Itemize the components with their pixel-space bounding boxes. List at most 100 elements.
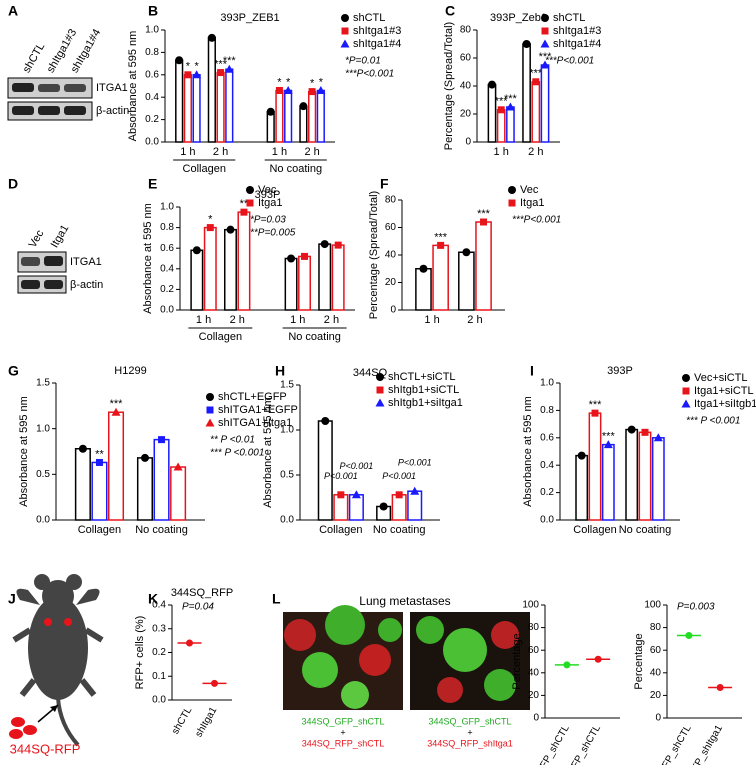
legend-label: shItga1#3: [553, 25, 601, 37]
y-tick-label: 0.2: [160, 284, 174, 295]
bar: [318, 243, 332, 311]
mean-dot: [685, 632, 693, 640]
lane-label: shCTL: [21, 41, 48, 75]
y-tick-label: 0.0: [160, 305, 174, 316]
y-tick-label: 20: [460, 109, 472, 120]
y-tick-label: 40: [385, 250, 397, 261]
y-axis-label: Absorbance at 595 nm: [142, 203, 154, 314]
legend-marker: [682, 387, 690, 395]
legend-marker: [682, 374, 690, 382]
chart: 0 20 40 60 80 393P_Zeb1 Percentage (Spread/Tot…: [443, 12, 601, 158]
mean-marker: [351, 490, 361, 499]
y-tick-label: 0.4: [160, 263, 174, 274]
mean-marker: [653, 433, 663, 442]
chart: 0.0 0.2 0.4 0.6 0.8 1.0 393P Absorbance at 595 …: [522, 365, 756, 536]
bar: [136, 457, 154, 521]
band-label: ITGA1: [70, 256, 102, 268]
legend-label: Itga1+siCTL: [694, 385, 754, 397]
x-tick-label: 1 h: [180, 146, 195, 158]
bar: [175, 59, 184, 143]
bar: [458, 251, 475, 311]
panel-letter: J: [8, 591, 16, 607]
bar: [225, 68, 234, 143]
x-tick-label: 2 h: [304, 146, 319, 158]
y-tick-label: 0.2: [152, 647, 166, 658]
band-label: β-actin: [70, 279, 103, 291]
y-tick-label: 0.6: [540, 432, 554, 443]
x-tick-label: No coating: [619, 524, 672, 536]
mean-marker: [603, 440, 613, 449]
y-tick-label: 0.6: [145, 69, 159, 80]
lane-label: Vec: [27, 228, 47, 250]
y-tick-label: 80: [528, 622, 540, 633]
legend-label: Itga1: [520, 197, 544, 209]
mean-marker: [95, 458, 103, 466]
bar: [540, 64, 550, 143]
mean-marker: [480, 218, 488, 226]
y-axis-label: Absorbance at 595 nm: [18, 396, 30, 507]
mean-marker: [320, 240, 329, 249]
x-tick-label: GFP_shCTL: [534, 723, 572, 765]
significance-label: ***: [495, 96, 509, 108]
y-tick-label: 20: [650, 690, 662, 701]
legend-label: Itga1+siItgb1: [694, 398, 756, 410]
bar: [74, 448, 91, 521]
bar: [284, 257, 298, 311]
x-tick-label: No coating: [135, 524, 188, 536]
mean-marker: [487, 80, 496, 89]
y-tick-label: 0.4: [152, 600, 166, 611]
mean-marker: [540, 60, 550, 69]
mean-marker: [78, 444, 87, 453]
y-tick-label: 0.0: [152, 695, 166, 706]
significance-label: *: [319, 76, 324, 88]
panel-letter: F: [380, 176, 389, 192]
legend-marker: [508, 199, 516, 207]
x-tick-label: Collagen: [573, 524, 616, 536]
mean-marker: [505, 102, 515, 111]
y-tick-label: 0.4: [145, 92, 159, 103]
annotation: ***P<0.001: [345, 69, 394, 80]
y-tick-label: 0.0: [540, 515, 554, 526]
mean-marker: [321, 417, 330, 425]
mouse-diagram: 344SQ-RFP: [9, 574, 104, 756]
y-tick-label: 0: [465, 137, 471, 148]
legend-label: shCTL+siCTL: [388, 371, 456, 383]
panel-letter: D: [8, 176, 18, 192]
y-tick-label: 80: [385, 195, 397, 206]
legend-marker: [341, 14, 349, 22]
mean-marker: [206, 224, 214, 232]
chart: 0.0 0.2 0.4 0.6 0.8 1.0 393P_ZEB1 Absorbance at…: [127, 12, 401, 175]
bar: [588, 412, 602, 521]
y-tick-label: 1.0: [145, 25, 159, 36]
bar: [531, 81, 541, 143]
y-tick-label: 40: [650, 667, 662, 678]
mean-marker: [437, 241, 445, 249]
mean-marker: [316, 85, 326, 94]
group-label: Collagen: [183, 163, 226, 175]
significance-label: *: [286, 76, 291, 88]
legend-label: shITGA1+EGFP: [218, 404, 298, 416]
x-tick-label: 2 h: [467, 314, 482, 326]
x-tick-label: Collagen: [319, 524, 362, 536]
y-tick-label: 80: [650, 622, 662, 633]
y-axis-label: Percentage (Spread/Total): [443, 22, 455, 150]
band-label: ITGA1: [96, 82, 128, 94]
bar: [170, 466, 187, 521]
mean-marker: [410, 486, 420, 495]
significance-label: **: [240, 198, 249, 210]
bar: [275, 89, 284, 143]
chart-title: 344SQ_RFP: [171, 587, 233, 599]
chart: 0 20 40 60 80 Percentage (Spread/Total) 1 h 2 h…: [368, 184, 561, 326]
y-tick-label: 0.0: [280, 515, 294, 526]
panel-letter: H: [275, 363, 285, 379]
bar: [316, 89, 325, 143]
bar: [391, 494, 407, 521]
y-tick-label: 60: [385, 222, 397, 233]
panel-letter: C: [445, 3, 455, 19]
legend-marker: [540, 39, 550, 48]
significance-label: P<0.001: [382, 471, 416, 481]
bar: [638, 431, 652, 521]
panel-letter: A: [8, 3, 18, 19]
mean-marker: [532, 78, 540, 86]
annotation: ***P<0.001: [545, 56, 594, 67]
